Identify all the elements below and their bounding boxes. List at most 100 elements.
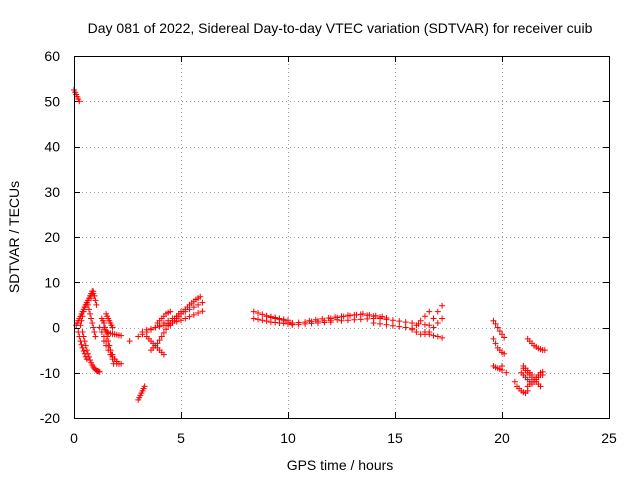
data-point (197, 293, 204, 300)
data-point (426, 331, 433, 338)
data-point (439, 302, 446, 309)
data-point (357, 316, 364, 323)
data-point (92, 297, 99, 304)
data-point (539, 368, 546, 375)
data-point (377, 315, 384, 322)
data-point (334, 314, 341, 321)
data-point (96, 368, 103, 375)
data-point (439, 315, 446, 322)
data-point (499, 362, 505, 369)
data-point (76, 98, 83, 105)
data-point (255, 316, 262, 323)
data-point (139, 329, 146, 336)
data-point (409, 319, 416, 326)
data-point (434, 333, 441, 340)
data-point (353, 311, 360, 318)
data-point (434, 319, 441, 326)
data-point (89, 319, 96, 326)
x-tick-label: 15 (387, 430, 403, 446)
data-point (347, 312, 354, 319)
data-point (141, 383, 148, 390)
data-point (396, 318, 403, 325)
data-point (426, 322, 433, 329)
data-point (250, 308, 257, 315)
data-point (389, 317, 396, 324)
data-point (490, 335, 497, 342)
data-point (377, 320, 384, 327)
data-point (255, 310, 262, 317)
data-point (396, 323, 403, 330)
data-point (160, 329, 167, 336)
data-point (77, 338, 84, 345)
data-point (77, 322, 84, 329)
grid-lines (74, 56, 609, 418)
data-point (93, 301, 100, 308)
y-tick-label: 40 (44, 139, 60, 155)
x-tick-label: 25 (601, 430, 617, 446)
data-point (496, 328, 503, 335)
data-point (158, 333, 165, 340)
x-tick-label: 5 (177, 430, 185, 446)
data-point (91, 329, 98, 336)
data-point (351, 316, 358, 323)
data-point (402, 324, 409, 331)
data-point (306, 317, 313, 324)
data-point (91, 292, 98, 299)
data-point (143, 326, 150, 333)
y-tick-label: 60 (44, 48, 60, 64)
data-point (413, 322, 420, 329)
data-point (182, 315, 189, 322)
data-point (359, 310, 366, 317)
data-point (167, 308, 174, 315)
data-point (263, 313, 270, 320)
data-point (148, 325, 155, 332)
data-point (370, 319, 377, 326)
x-axis-label: GPS time / hours (287, 457, 394, 473)
data-point (417, 317, 424, 324)
data-point (511, 378, 518, 385)
data-point (364, 315, 371, 322)
data-point (295, 321, 302, 328)
data-point (289, 321, 296, 328)
data-point (107, 347, 114, 354)
data-point (439, 334, 446, 341)
data-point (383, 316, 390, 323)
data-point (81, 350, 88, 357)
data-point (163, 326, 170, 333)
data-point (88, 295, 95, 302)
data-point (87, 310, 94, 317)
data-point (108, 351, 115, 358)
data-point (430, 315, 437, 322)
data-point (105, 338, 112, 345)
data-point (113, 360, 120, 367)
data-point (340, 313, 347, 320)
data-point (280, 317, 287, 324)
data-point (499, 331, 505, 338)
data-point (156, 337, 163, 344)
data-point (430, 324, 437, 331)
data-point (88, 315, 95, 322)
data-point (383, 321, 390, 328)
tick-labels: 0 5 10 15 20 25 -20 -10 0 10 20 30 40 50 60 (40, 48, 617, 446)
y-tick-label: 0 (52, 320, 60, 336)
y-tick-label: -20 (40, 410, 60, 426)
data-point (492, 320, 499, 327)
data-point (83, 356, 90, 363)
data-point (92, 333, 99, 340)
data-point (84, 301, 91, 308)
data-point (195, 301, 202, 308)
data-point (276, 316, 283, 323)
data-point (83, 347, 90, 354)
data-point (402, 319, 409, 326)
data-point (272, 315, 279, 322)
data-point (537, 383, 544, 390)
data-point (190, 311, 197, 318)
y-tick-label: 50 (44, 93, 60, 109)
data-point (501, 350, 508, 357)
data-points (71, 86, 548, 403)
data-point (80, 348, 87, 355)
data-point (421, 313, 428, 320)
data-point (250, 315, 257, 322)
data-point (344, 317, 351, 324)
data-point (126, 338, 133, 345)
